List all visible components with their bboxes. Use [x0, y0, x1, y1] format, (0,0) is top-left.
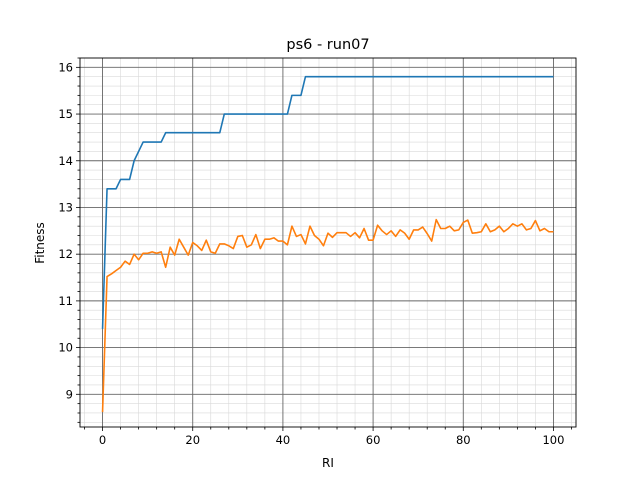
y-axis-label: Fitness [33, 222, 47, 264]
x-tick-label: 100 [542, 433, 564, 447]
series-layer [101, 75, 554, 413]
x-tick-label: 80 [456, 433, 471, 447]
y-tick-label: 11 [58, 294, 73, 308]
y-tick-label: 14 [58, 154, 73, 168]
major-grid [80, 58, 576, 427]
chart-title: ps6 - run07 [286, 37, 369, 53]
x-tick-label: 20 [185, 433, 200, 447]
x-tick-label: 60 [366, 433, 381, 447]
y-tick-label: 15 [58, 107, 73, 121]
y-tick-label: 12 [58, 247, 73, 261]
series-line-2 [101, 218, 554, 413]
axis-ticks [76, 57, 572, 431]
x-axis-label: RI [322, 456, 334, 470]
x-tick-label: 40 [276, 433, 291, 447]
y-tick-label: 16 [58, 60, 73, 74]
axis-tick-labels: 0 20 40 60 80 100 9 10 11 12 13 14 15 16 [58, 60, 564, 447]
plot-frame [79, 57, 577, 428]
series-line-1 [101, 75, 554, 329]
x-tick-label: 0 [99, 433, 106, 447]
y-tick-label: 10 [58, 341, 73, 355]
y-tick-label: 9 [66, 387, 73, 401]
minor-grid [80, 57, 576, 427]
y-tick-label: 13 [58, 200, 73, 214]
